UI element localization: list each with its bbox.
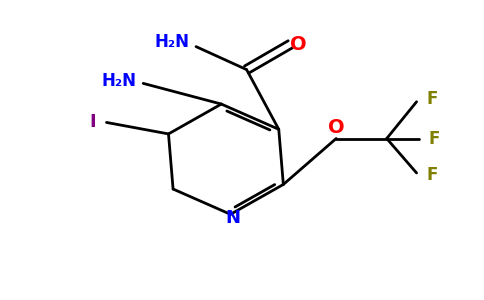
Text: O: O xyxy=(328,118,345,136)
Text: F: F xyxy=(427,166,438,184)
Text: F: F xyxy=(429,130,440,148)
Text: I: I xyxy=(90,113,96,131)
Text: H₂N: H₂N xyxy=(154,33,189,51)
Text: N: N xyxy=(226,208,241,226)
Text: H₂N: H₂N xyxy=(101,72,136,90)
Text: O: O xyxy=(290,35,307,54)
Text: F: F xyxy=(427,91,438,109)
